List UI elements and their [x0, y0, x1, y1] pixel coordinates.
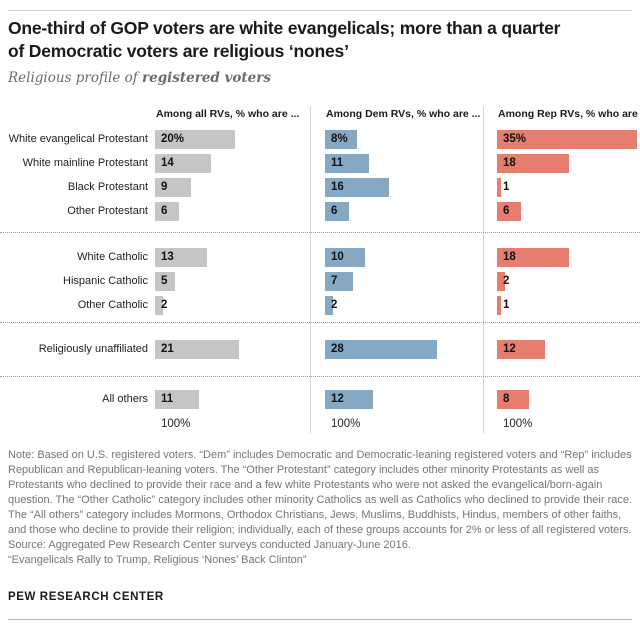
value-label: 20% — [161, 133, 185, 145]
column-header: Among Rep RVs, % who are ... — [498, 108, 640, 120]
page-title-line-1: One-third of GOP voters are white evange… — [8, 18, 561, 38]
bar — [497, 340, 545, 359]
value-label: 1 — [503, 299, 510, 311]
value-label: 11 — [331, 157, 344, 169]
value-label: 16 — [331, 181, 344, 193]
bar — [155, 340, 239, 359]
bar — [325, 178, 389, 197]
chart-subtitle-prefix: Religious profile of — [8, 70, 143, 86]
bar — [155, 272, 175, 291]
bar — [497, 178, 501, 197]
bar — [325, 296, 333, 315]
group-separator — [0, 322, 640, 323]
bar — [325, 154, 369, 173]
bar — [325, 248, 365, 267]
bar — [497, 130, 637, 149]
bar — [497, 202, 521, 221]
value-label: 8 — [503, 393, 510, 405]
bar — [325, 272, 353, 291]
value-label: 28 — [331, 343, 344, 355]
row-label: White mainline Protestant — [22, 157, 148, 169]
value-label: 8% — [331, 133, 348, 145]
bar — [325, 340, 437, 359]
row-label: White evangelical Protestant — [8, 133, 148, 145]
value-label: 11 — [161, 393, 174, 405]
column-total: 100% — [503, 418, 533, 430]
value-label: 2 — [161, 299, 168, 311]
row-label: Religiously unaffiliated — [38, 343, 148, 355]
chart-subtitle: Religious profile of registered voters — [8, 70, 271, 86]
brand-logotype: PEW RESEARCH CENTER — [8, 591, 164, 603]
group-separator — [0, 232, 640, 233]
value-label: 18 — [503, 157, 516, 169]
bar — [155, 178, 191, 197]
bottom-rule — [8, 619, 632, 620]
value-label: 18 — [503, 251, 516, 263]
row-label: Other Protestant — [67, 205, 148, 217]
bar — [325, 390, 373, 409]
column-divider — [310, 106, 311, 433]
bar — [497, 272, 505, 291]
column-total: 100% — [161, 418, 191, 430]
chart-subtitle-emphasis: registered voters — [142, 70, 271, 86]
bar — [497, 390, 529, 409]
column-divider — [483, 106, 484, 433]
source-text: Source: Aggregated Pew Research Center s… — [8, 539, 411, 551]
page-title: One-third of GOP voters are white evange… — [8, 17, 560, 63]
bar — [155, 154, 211, 173]
bar — [497, 154, 569, 173]
value-label: 21 — [161, 343, 174, 355]
value-label: 2 — [503, 275, 510, 287]
row-label: Hispanic Catholic — [63, 275, 148, 287]
bar — [497, 296, 501, 315]
value-label: 14 — [161, 157, 174, 169]
column-header: Among all RVs, % who are ... — [156, 108, 300, 120]
bar — [155, 248, 207, 267]
bar — [325, 130, 357, 149]
note-text: Note: Based on U.S. registered voters. “… — [8, 449, 633, 536]
top-rule — [8, 10, 632, 11]
value-label: 10 — [331, 251, 344, 263]
value-label: 6 — [161, 205, 168, 217]
value-label: 1 — [503, 181, 510, 193]
row-label: White Catholic — [77, 251, 148, 263]
value-label: 12 — [331, 393, 344, 405]
report-title: “Evangelicals Rally to Trump, Religious … — [8, 554, 307, 566]
column-total: 100% — [331, 418, 361, 430]
value-label: 35% — [503, 133, 527, 145]
value-label: 6 — [503, 205, 510, 217]
value-label: 12 — [503, 343, 516, 355]
value-label: 13 — [161, 251, 174, 263]
page-title-line-2: of Democratic voters are religious ‘none… — [8, 41, 349, 61]
bar — [155, 202, 179, 221]
bar — [155, 130, 235, 149]
bar — [497, 248, 569, 267]
value-label: 2 — [331, 299, 338, 311]
value-label: 5 — [161, 275, 168, 287]
value-label: 9 — [161, 181, 168, 193]
bar — [325, 202, 349, 221]
bar — [155, 390, 199, 409]
value-label: 6 — [331, 205, 338, 217]
value-label: 7 — [331, 275, 338, 287]
footer-notes: Note: Based on U.S. registered voters. “… — [8, 448, 639, 568]
row-label: Black Protestant — [67, 181, 148, 193]
column-header: Among Dem RVs, % who are ... — [326, 108, 481, 120]
chart: Among all RVs, % who are ... Among Dem RV… — [0, 106, 640, 441]
row-label: All others — [102, 393, 148, 405]
row-label: Other Catholic — [77, 299, 148, 311]
bar — [155, 296, 163, 315]
group-separator — [0, 376, 640, 377]
